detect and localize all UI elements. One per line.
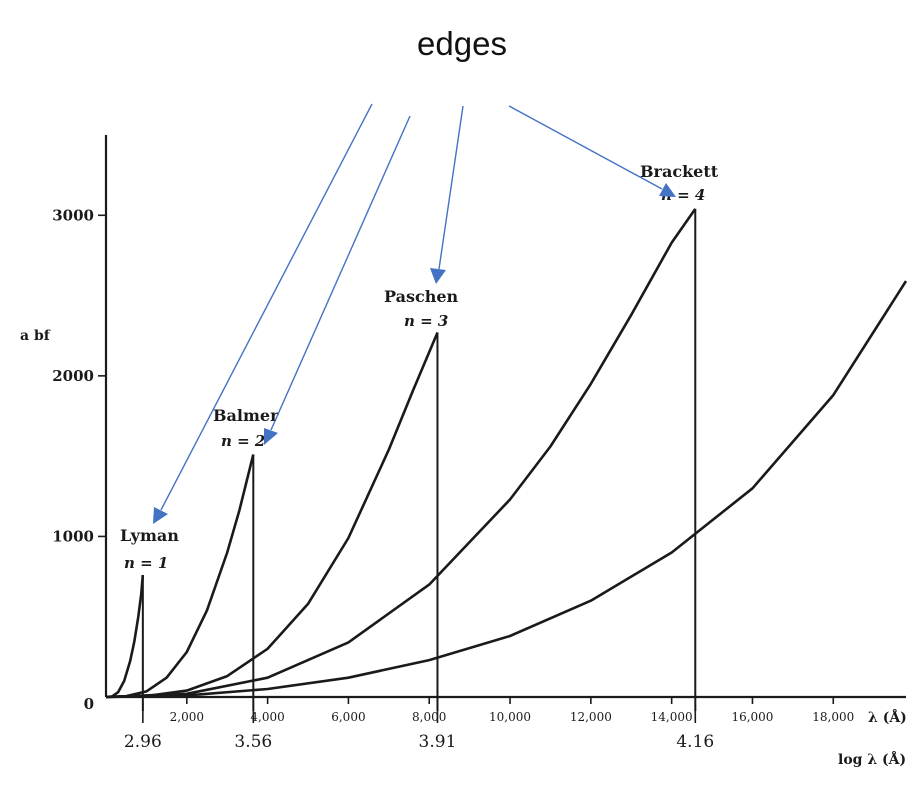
y-tick-label: 1000 (52, 527, 94, 545)
arrowhead-balmer-icon (264, 428, 278, 445)
x-tick-label: 16,000 (731, 710, 773, 724)
curve-n2 (105, 454, 255, 699)
brackett-sublabel: n = 4 (661, 186, 705, 204)
arrowhead-brackett-icon (659, 183, 676, 197)
x-tick-label: 2,000 (170, 710, 204, 724)
log-tick-label: 2.96 (124, 732, 162, 752)
x-tick-label: 14,000 (651, 710, 693, 724)
paschen-sublabel: n = 3 (404, 312, 448, 330)
lyman-label: Lyman (120, 526, 179, 545)
y-tick-label: 2000 (52, 367, 94, 385)
series-curves (105, 208, 908, 699)
paschen-label: Paschen (384, 287, 459, 306)
curve-n5 (105, 280, 908, 699)
brackett-label: Brackett (640, 162, 719, 181)
x-axis-label: λ (Å) (868, 708, 907, 726)
curve-n1 (105, 574, 145, 699)
arrow-to-paschen-edge (438, 105, 464, 270)
edge-arrows (153, 103, 676, 524)
x-tick-label: 10,000 (489, 710, 531, 724)
log-tick-label: 3.91 (419, 732, 457, 752)
x-tick-label: 12,000 (570, 710, 612, 724)
edges-title: edges (417, 25, 507, 62)
x-tick-label: 4,000 (250, 710, 284, 724)
x-ticks: 2,000 4,000 6,000 8,000 10,000 12,000 14,000 16… (170, 697, 854, 724)
y-tick-label: 0 (84, 695, 94, 713)
y-ticks: 0 1000 2000 3000 (52, 206, 106, 713)
arrow-to-lyman-edge (160, 103, 373, 511)
x-tick-label: 6,000 (331, 710, 365, 724)
y-axis-label: a bf (20, 328, 51, 344)
curve-n4 (105, 208, 697, 699)
x-tick-label: 8,000 (412, 710, 446, 724)
arrowhead-paschen-icon (430, 268, 446, 284)
arrow-to-brackett-edge (508, 105, 663, 190)
balmer-label: Balmer (213, 406, 279, 425)
log-axis-label: log λ (Å) (838, 750, 906, 768)
x-tick-label: 18,000 (812, 710, 854, 724)
lyman-sublabel: n = 1 (124, 554, 168, 572)
log-tick-label: 4.16 (676, 732, 714, 752)
arrow-to-balmer-edge (270, 115, 411, 431)
log-tick-label: 3.56 (234, 732, 272, 752)
arrowhead-lyman-icon (153, 507, 168, 524)
balmer-sublabel: n = 2 (221, 432, 265, 450)
y-tick-label: 3000 (52, 206, 94, 224)
edge-lines (141, 208, 697, 711)
log-ticks: 2.96 3.56 3.91 4.16 (124, 703, 714, 752)
